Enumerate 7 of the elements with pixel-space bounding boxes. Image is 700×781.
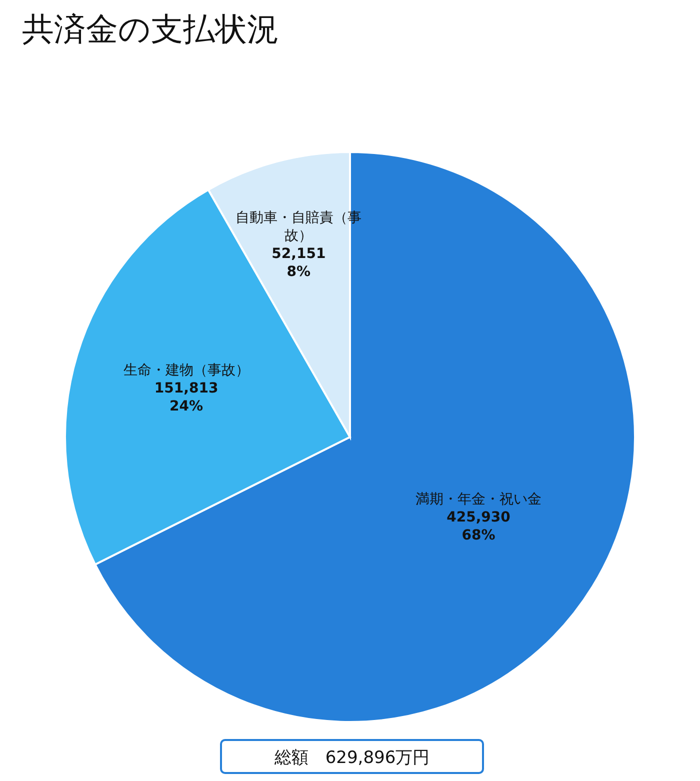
chart-title: 共済金の支払状況 xyxy=(22,10,279,48)
text: 総額 629,896万円 xyxy=(273,748,430,768)
data-label: 151,813 24% xyxy=(154,380,218,415)
slice-label: 満期・年金・祝い金 xyxy=(415,491,542,508)
data-label: 52,151 8% xyxy=(272,246,326,280)
data-label: 425,930 68% xyxy=(446,509,511,544)
slice-label: 生命・建物（事故） xyxy=(123,362,250,379)
